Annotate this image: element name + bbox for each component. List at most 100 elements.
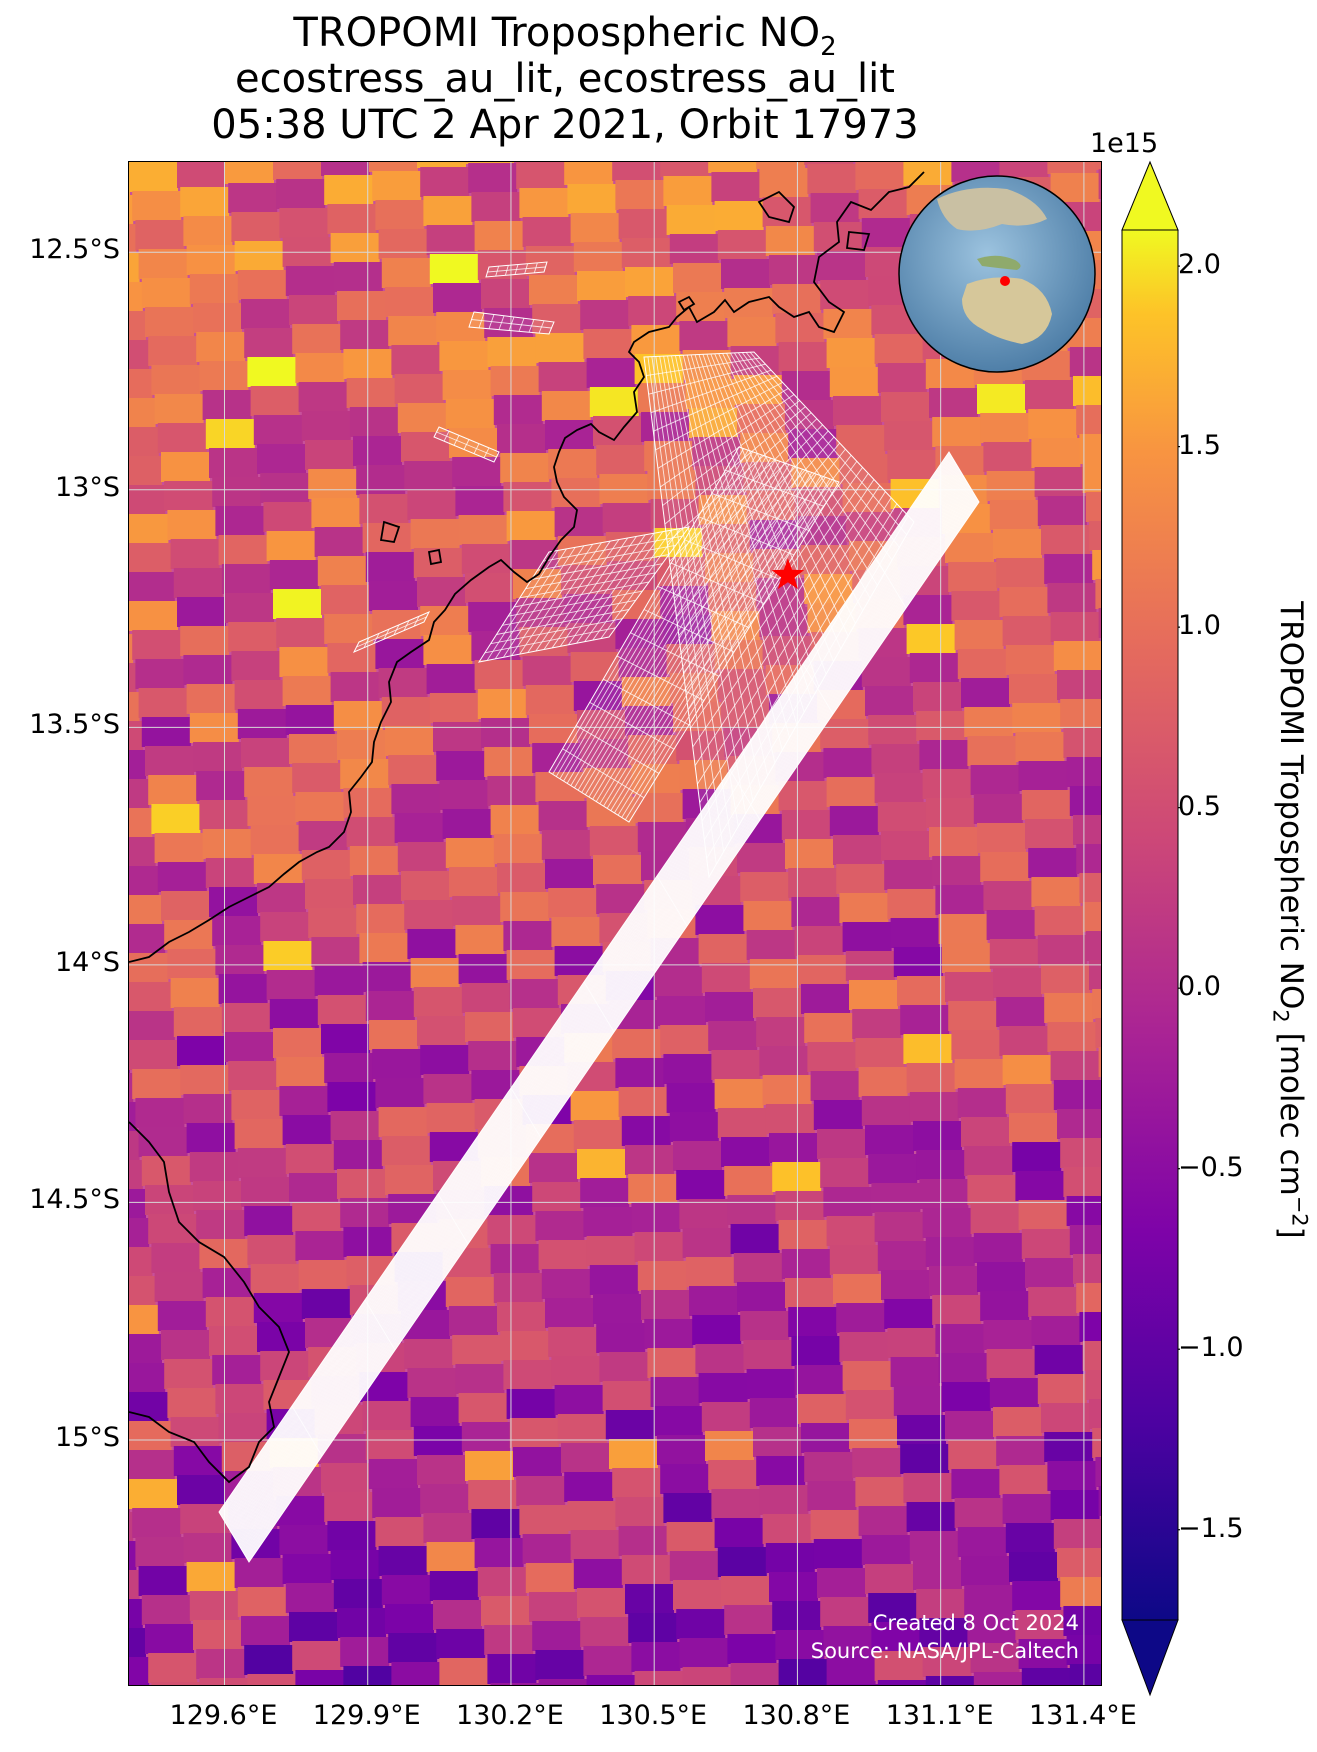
no2-pixel — [759, 1046, 809, 1076]
lon-tick-label: 131.4°E — [1028, 1700, 1137, 1731]
no2-pixel — [218, 1413, 268, 1443]
no2-pixel — [1079, 873, 1101, 903]
no2-pixel — [980, 1291, 1030, 1321]
no2-pixel — [842, 1361, 892, 1391]
no2-pixel — [151, 1243, 201, 1273]
no2-pixel — [253, 1293, 303, 1323]
coastline-south — [129, 1121, 290, 1484]
no2-pixel — [129, 1363, 166, 1393]
no2-pixel — [129, 895, 162, 925]
site-star-icon — [771, 558, 805, 590]
no2-pixel — [1082, 1341, 1101, 1371]
no2-pixel — [1005, 645, 1055, 675]
no2-pixel — [186, 1123, 236, 1153]
no2-pixel — [161, 452, 210, 482]
no2-pixel — [129, 1276, 156, 1306]
no2-pixel — [378, 229, 428, 259]
no2-pixel — [967, 1614, 1017, 1644]
no2-pixel — [417, 162, 466, 168]
no2-pixel — [1002, 616, 1052, 646]
no2-pixel — [721, 1137, 770, 1167]
no2-pixel — [381, 1136, 431, 1166]
no2-pixel — [420, 1045, 470, 1075]
no2-pixel — [138, 1127, 188, 1157]
no2-pixel — [570, 1530, 620, 1560]
footprint-swath — [548, 446, 840, 823]
no2-pixel — [881, 392, 930, 422]
no2-pixel — [615, 1058, 665, 1088]
no2-pixel — [340, 320, 390, 350]
no2-pixel — [244, 1645, 294, 1675]
no2-pixel — [279, 1525, 329, 1555]
no2-pixel — [705, 1431, 754, 1461]
no2-pixel — [730, 1224, 780, 1254]
no2-pixel — [420, 1484, 470, 1514]
no2-pixel — [1037, 496, 1087, 526]
no2-pixel — [881, 1270, 930, 1300]
no2-pixel — [653, 1406, 703, 1436]
no2-pixel — [996, 1436, 1046, 1466]
no2-pixel — [301, 411, 351, 441]
no2-pixel — [599, 474, 649, 504]
no2-pixel — [551, 1356, 601, 1386]
no2-pixel — [727, 1195, 777, 1225]
no2-pixel — [839, 893, 889, 923]
colorbar-max-extend — [1121, 160, 1179, 231]
no2-pixel — [129, 162, 178, 192]
no2-pixel — [260, 473, 310, 503]
no2-pixel — [628, 296, 678, 326]
no2-pixel — [833, 835, 882, 865]
colorbar-tick-label: −0.5 — [1178, 1151, 1244, 1183]
no2-pixel — [375, 1078, 425, 1108]
no2-pixel — [129, 779, 150, 809]
no2-pixel — [938, 914, 988, 944]
no2-pixel — [583, 1207, 633, 1237]
no2-pixel — [193, 742, 242, 772]
no2-pixel — [1012, 1581, 1062, 1611]
no2-pixel — [129, 1247, 153, 1277]
no2-pixel — [945, 1411, 994, 1441]
no2-pixel — [705, 992, 754, 1022]
no2-pixel — [215, 1384, 265, 1414]
no2-pixel — [148, 1214, 198, 1244]
no2-pixel — [861, 1535, 911, 1565]
no2-pixel — [138, 1566, 188, 1596]
no2-pixel — [826, 1216, 876, 1246]
no2-pixel — [612, 1468, 662, 1498]
no2-pixel — [970, 1643, 1020, 1673]
no2-pixel — [372, 610, 422, 640]
no2-pixel — [381, 1575, 431, 1605]
no2-pixel — [519, 188, 569, 218]
no2-pixel — [129, 543, 172, 573]
no2-pixel — [948, 1440, 998, 1470]
no2-pixel — [884, 1299, 934, 1329]
no2-pixel — [349, 407, 399, 437]
no2-pixel — [1009, 1552, 1058, 1582]
no2-pixel — [244, 328, 294, 358]
no2-pixel — [538, 362, 588, 392]
no2-pixel — [401, 871, 450, 901]
no2-pixel — [439, 1658, 489, 1685]
no2-pixel — [708, 162, 758, 173]
no2-pixel — [135, 1537, 185, 1567]
no2-pixel — [737, 1282, 786, 1312]
no2-pixel — [961, 678, 1010, 708]
no2-pixel — [977, 1262, 1026, 1292]
no2-pixel — [970, 765, 1020, 795]
no2-pixel — [980, 852, 1030, 882]
no2-pixel — [129, 1479, 178, 1509]
no2-pixel — [426, 225, 476, 255]
no2-pixel — [999, 1465, 1049, 1495]
no2-pixel — [468, 1480, 518, 1510]
no2-pixel — [129, 1102, 137, 1132]
no2-pixel — [164, 481, 214, 511]
no2-pixel — [951, 1469, 1001, 1499]
no2-pixel — [474, 1538, 524, 1568]
no2-pixel — [935, 1324, 985, 1354]
no2-pixel — [865, 1564, 914, 1594]
no2-pixel — [535, 1211, 585, 1241]
no2-pixel — [218, 974, 268, 1004]
no2-pixel — [193, 1181, 242, 1211]
no2-pixel — [535, 333, 585, 363]
no2-pixel — [804, 1013, 854, 1043]
